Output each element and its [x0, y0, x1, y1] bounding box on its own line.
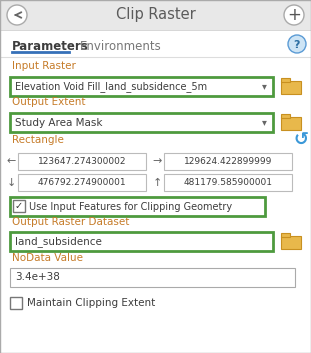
- Bar: [281, 78, 290, 82]
- Text: →: →: [152, 156, 162, 167]
- Text: Environments: Environments: [80, 40, 162, 53]
- Bar: [281, 80, 301, 94]
- Text: Input Raster: Input Raster: [12, 61, 76, 71]
- Bar: [281, 114, 290, 118]
- Text: ←: ←: [6, 156, 16, 167]
- Bar: [10, 232, 273, 251]
- Text: Output Extent: Output Extent: [12, 97, 86, 107]
- Text: Use Input Features for Clipping Geometry: Use Input Features for Clipping Geometry: [29, 202, 232, 211]
- Text: NoData Value: NoData Value: [12, 253, 83, 263]
- Bar: [18, 174, 146, 191]
- Text: Clip Raster: Clip Raster: [116, 7, 195, 23]
- Text: land_subsidence: land_subsidence: [15, 236, 102, 247]
- Text: 129624.422899999: 129624.422899999: [184, 157, 272, 166]
- Text: 476792.274900001: 476792.274900001: [38, 178, 126, 187]
- Text: Maintain Clipping Extent: Maintain Clipping Extent: [27, 298, 155, 308]
- Text: ↑: ↑: [152, 178, 162, 187]
- Bar: [281, 235, 301, 249]
- Text: 123647.274300002: 123647.274300002: [38, 157, 126, 166]
- Circle shape: [288, 35, 306, 53]
- Text: ?: ?: [294, 40, 300, 49]
- Text: ▾: ▾: [262, 82, 267, 91]
- Text: Output Raster Dataset: Output Raster Dataset: [12, 217, 129, 227]
- Bar: [10, 268, 295, 287]
- Text: 3.4e+38: 3.4e+38: [15, 273, 60, 282]
- Bar: [281, 116, 301, 130]
- Bar: [164, 153, 292, 170]
- Bar: [281, 233, 290, 237]
- Text: Elevation Void Fill_land_subsidence_5m: Elevation Void Fill_land_subsidence_5m: [15, 81, 207, 92]
- Text: ▾: ▾: [262, 118, 267, 127]
- Text: ✓: ✓: [15, 202, 23, 211]
- Bar: [0, 0, 311, 30]
- Bar: [164, 174, 292, 191]
- Text: +: +: [287, 6, 301, 24]
- Text: Study Area Mask: Study Area Mask: [15, 118, 103, 127]
- Text: 481179.585900001: 481179.585900001: [183, 178, 272, 187]
- Bar: [10, 113, 273, 132]
- Bar: [10, 197, 265, 216]
- Text: Rectangle: Rectangle: [12, 135, 64, 145]
- Circle shape: [284, 5, 304, 25]
- Bar: [10, 297, 22, 309]
- Text: ↓: ↓: [6, 178, 16, 187]
- Bar: [18, 153, 146, 170]
- Bar: [10, 77, 273, 96]
- Bar: [13, 200, 25, 212]
- Circle shape: [7, 5, 27, 25]
- Text: ↺: ↺: [294, 131, 309, 149]
- Text: Parameters: Parameters: [12, 40, 89, 53]
